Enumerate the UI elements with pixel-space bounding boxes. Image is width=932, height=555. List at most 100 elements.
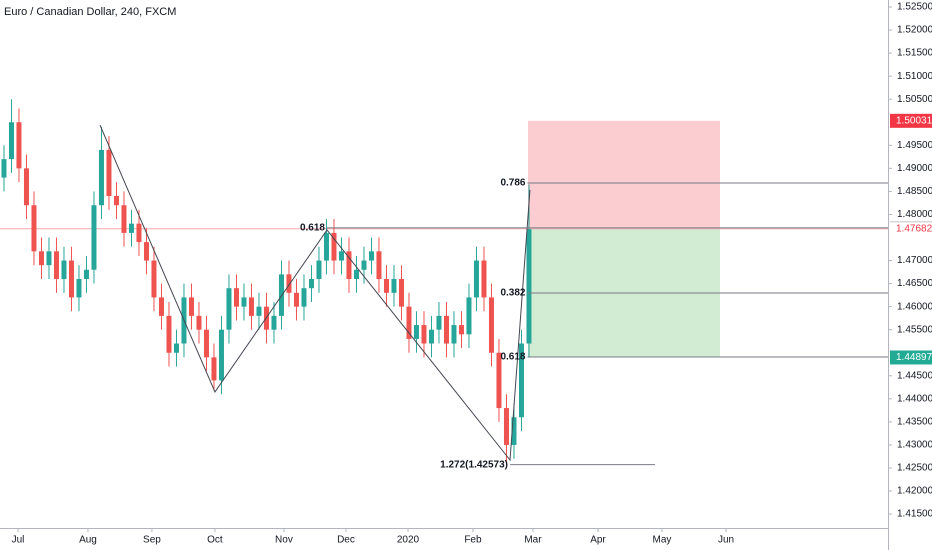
price-tag-label: 1.47682 xyxy=(896,224,932,235)
y-tick-label: 1.52500 xyxy=(897,2,932,13)
zigzag-line xyxy=(99,124,531,462)
candle-body xyxy=(496,352,502,409)
candle-body xyxy=(353,269,359,279)
y-tick-label: 1.43500 xyxy=(897,417,932,428)
candle-body xyxy=(53,251,59,279)
candle-body xyxy=(218,329,224,381)
candle-body xyxy=(106,149,112,197)
candle-body xyxy=(166,315,172,353)
candle-body xyxy=(1,159,7,178)
candle-body xyxy=(173,343,179,353)
x-tick-label: Dec xyxy=(337,535,355,546)
candle-body xyxy=(76,278,82,298)
price-tag-label: 1.50031 xyxy=(896,115,932,126)
candle-body xyxy=(151,260,157,298)
y-tick-label: 1.46500 xyxy=(897,278,932,289)
fib-label: 0.618 xyxy=(300,222,325,233)
stop-zone xyxy=(528,120,720,229)
candle-body xyxy=(323,232,329,261)
candle-body xyxy=(233,288,239,307)
x-tick-label: Oct xyxy=(207,535,223,546)
candle-body xyxy=(413,325,419,339)
candle-body xyxy=(61,260,67,279)
candle-body xyxy=(248,297,254,316)
price-tag-label: 1.44897 xyxy=(896,352,932,363)
fib-label: 0.786 xyxy=(500,178,525,189)
candle-body xyxy=(346,251,352,279)
candle-body xyxy=(293,292,299,307)
x-tick-label: Aug xyxy=(79,535,97,546)
candle-body xyxy=(473,260,479,298)
y-tick-label: 1.52000 xyxy=(897,25,932,36)
candle-body xyxy=(443,315,449,344)
y-tick-label: 1.44000 xyxy=(897,393,932,404)
candle-body xyxy=(113,196,119,206)
y-tick-label: 1.51000 xyxy=(897,71,932,82)
candle-body xyxy=(8,122,14,160)
y-tick-label: 1.43000 xyxy=(897,440,932,451)
candle-body xyxy=(128,223,134,233)
candle-body xyxy=(481,260,487,298)
y-tick-label: 1.51500 xyxy=(897,48,932,59)
price-tag xyxy=(890,113,932,128)
candle-body xyxy=(46,251,52,266)
candle-body xyxy=(488,297,494,353)
y-tick-label: 1.48000 xyxy=(897,209,932,220)
candle-body xyxy=(143,242,149,261)
candle-body xyxy=(331,232,337,261)
candle-body xyxy=(526,229,532,344)
candle-body xyxy=(23,168,29,206)
candle-body xyxy=(68,260,74,298)
candle-body xyxy=(196,315,202,330)
candle-body xyxy=(428,329,434,344)
chart-title: Euro / Canadian Dollar, 240, FXCM xyxy=(4,6,176,18)
y-tick-label: 1.48500 xyxy=(897,186,932,197)
y-tick-label: 1.41500 xyxy=(897,509,932,520)
price-tag xyxy=(890,350,932,365)
candle-body xyxy=(301,288,307,307)
candle-body xyxy=(256,306,262,316)
x-tick-label: 2020 xyxy=(397,535,420,546)
candle-body xyxy=(511,417,517,445)
y-tick-label: 1.45500 xyxy=(897,324,932,335)
candle-body xyxy=(98,149,104,206)
x-tick-label: May xyxy=(652,535,671,546)
fib-label: 0.618 xyxy=(500,352,525,363)
candle-body xyxy=(203,329,209,358)
x-tick-label: Feb xyxy=(464,535,482,546)
x-tick-label: Nov xyxy=(275,535,293,546)
y-tick-label: 1.42000 xyxy=(897,486,932,497)
candle-body xyxy=(361,260,367,270)
candle-body xyxy=(503,408,509,445)
x-tick-label: Jul xyxy=(12,535,25,546)
fib-label: 0.382 xyxy=(500,288,525,299)
candle-body xyxy=(436,315,442,330)
candle-body xyxy=(316,260,322,279)
candle-body xyxy=(451,325,457,344)
candle-body xyxy=(241,297,247,307)
candle-body xyxy=(458,325,464,335)
candle-body xyxy=(91,205,97,270)
y-tick-label: 1.50500 xyxy=(897,94,932,105)
candle-body xyxy=(16,122,22,169)
candle-body xyxy=(226,288,232,330)
y-tick-label: 1.46000 xyxy=(897,301,932,312)
x-tick-label: Sep xyxy=(143,535,161,546)
candle-body xyxy=(31,205,37,252)
candle-body xyxy=(38,251,44,266)
candle-body xyxy=(271,315,277,330)
x-tick-label: Mar xyxy=(524,535,542,546)
candle-body xyxy=(136,223,142,243)
fib-label: 1.272(1.42573) xyxy=(440,459,508,470)
candle-body xyxy=(406,306,412,339)
y-tick-label: 1.47000 xyxy=(897,255,932,266)
candle-body xyxy=(158,297,164,316)
candle-body xyxy=(211,357,217,381)
candle-body xyxy=(188,297,194,316)
candle-body xyxy=(518,343,524,418)
y-tick-label: 1.49500 xyxy=(897,140,932,151)
candle-body xyxy=(83,269,89,279)
candle-body xyxy=(286,274,292,293)
